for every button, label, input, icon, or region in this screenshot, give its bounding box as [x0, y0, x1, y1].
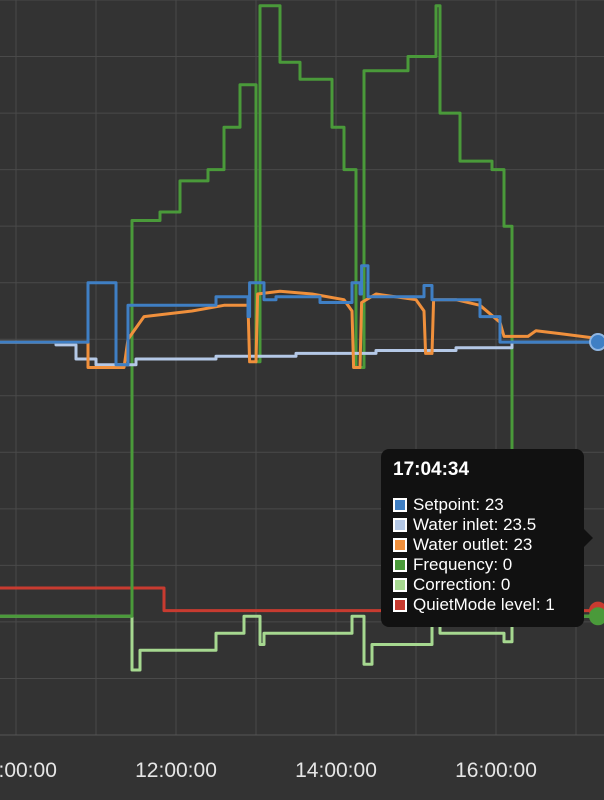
x-tick-label: 10:00:00: [0, 759, 57, 782]
hover-tooltip: 17:04:34 Setpoint: 23 Water inlet: 23.5 …: [381, 449, 593, 627]
tooltip-row-correction: Correction: 0: [393, 575, 572, 595]
hover-marker-frequency: [589, 607, 604, 626]
x-tick-label: 12:00:00: [135, 759, 217, 782]
series-line-water-inlet: [0, 340, 604, 367]
tooltip-row-frequency: Frequency: 0: [393, 555, 572, 575]
tooltip-row-setpoint: Setpoint: 23: [393, 495, 572, 515]
series-line-setpoint: [0, 264, 604, 367]
tooltip-row-water-outlet: Water outlet: 23: [393, 535, 572, 555]
quietmode-level-swatch: [393, 598, 407, 612]
x-axis-ticks: 10:00:00 12:00:00 14:00:00 16:00:00: [0, 759, 537, 782]
end-markers: [589, 333, 604, 626]
tooltip-label: Setpoint: 23: [413, 495, 504, 514]
tooltip-label: Correction: 0: [413, 575, 511, 594]
tooltip-row-quietmode-level: QuietMode level: 1: [393, 595, 572, 615]
x-tick-label: 14:00:00: [295, 759, 377, 782]
hover-marker-setpoint: [589, 333, 604, 352]
tooltip-row-water-inlet: Water inlet: 23.5: [393, 515, 572, 535]
tooltip-time: 17:04:34: [393, 459, 470, 480]
series-line-frequency: [0, 4, 604, 618]
x-tick-label: 16:00:00: [455, 759, 537, 782]
correction-swatch: [393, 578, 407, 592]
tooltip-label: Water outlet: 23: [413, 535, 533, 554]
water-outlet-swatch: [393, 538, 407, 552]
series-line-correction: [0, 614, 604, 672]
tooltip-label: Frequency: 0: [413, 555, 513, 574]
tooltip-label: Water inlet: 23.5: [413, 515, 537, 534]
setpoint-swatch: [393, 498, 407, 512]
frequency-swatch: [393, 558, 407, 572]
water-inlet-swatch: [393, 518, 407, 532]
tooltip-label: QuietMode level: 1: [413, 595, 555, 614]
